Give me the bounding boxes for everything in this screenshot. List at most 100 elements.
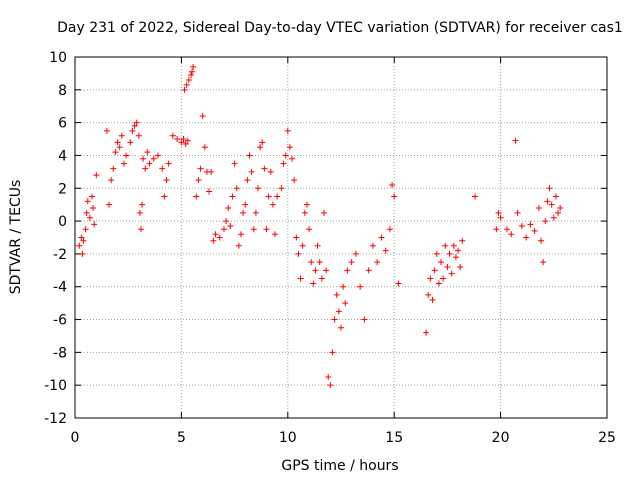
data-point — [518, 223, 525, 230]
data-point — [216, 234, 223, 241]
data-point — [89, 193, 96, 200]
data-point — [197, 165, 204, 172]
data-point — [508, 231, 515, 238]
data-point — [139, 201, 146, 208]
data-point — [312, 267, 319, 274]
data-point — [386, 226, 393, 233]
data-point — [512, 137, 519, 144]
x-tick-label: 20 — [492, 430, 510, 446]
data-point — [472, 193, 479, 200]
data-point — [442, 242, 449, 249]
data-point — [361, 316, 368, 323]
y-tick-label: -10 — [44, 378, 67, 394]
data-point — [127, 139, 134, 146]
data-point — [110, 165, 117, 172]
x-axis-label: GPS time / hours — [281, 458, 398, 474]
data-point — [450, 242, 457, 249]
data-point — [257, 144, 264, 151]
data-point — [282, 152, 289, 159]
data-point — [248, 168, 255, 175]
data-point — [455, 247, 462, 254]
data-point — [544, 198, 551, 205]
data-point — [280, 160, 287, 167]
data-point — [187, 72, 194, 79]
data-point — [144, 149, 151, 156]
y-tick-label: -4 — [53, 280, 67, 296]
data-point — [82, 226, 89, 233]
data-point — [514, 209, 521, 216]
y-tick-label: -2 — [53, 247, 67, 263]
data-point — [431, 267, 438, 274]
data-point — [181, 86, 188, 93]
data-point — [212, 231, 219, 238]
data-point — [308, 259, 315, 266]
data-point — [83, 209, 90, 216]
data-point — [189, 68, 196, 75]
data-point — [108, 177, 115, 184]
data-point — [340, 283, 347, 290]
data-point — [190, 63, 197, 70]
data-point — [289, 155, 296, 162]
data-point — [542, 218, 549, 225]
data-point — [278, 185, 285, 192]
data-point — [552, 193, 559, 200]
data-point — [538, 237, 545, 244]
data-point — [286, 144, 293, 151]
data-point — [246, 152, 253, 159]
data-point — [242, 201, 249, 208]
data-point — [548, 201, 555, 208]
data-point — [299, 242, 306, 249]
y-tick-label: 10 — [49, 50, 67, 66]
data-point — [303, 201, 310, 208]
data-point — [225, 204, 232, 211]
data-point — [497, 214, 504, 221]
chart-title: Day 231 of 2022, Sidereal Day-to-day VTE… — [57, 20, 623, 36]
data-point — [79, 250, 86, 257]
data-point — [133, 119, 140, 126]
y-tick-label: -6 — [53, 313, 67, 329]
data-point — [103, 127, 110, 134]
data-point — [293, 234, 300, 241]
data-point — [90, 204, 97, 211]
data-point — [503, 226, 510, 233]
data-point — [199, 113, 206, 120]
data-point — [159, 165, 166, 172]
data-point — [146, 160, 153, 167]
data-point — [301, 209, 308, 216]
data-point — [310, 280, 317, 287]
x-tick-label: 25 — [598, 430, 616, 446]
data-point — [140, 155, 147, 162]
y-tick-label: 4 — [58, 148, 67, 164]
data-point — [295, 250, 302, 257]
data-point — [250, 226, 257, 233]
data-point — [137, 226, 144, 233]
data-point — [369, 242, 376, 249]
data-point — [231, 160, 238, 167]
data-point — [457, 264, 464, 271]
data-point — [106, 201, 113, 208]
data-point — [220, 226, 227, 233]
data-point — [178, 139, 185, 146]
plot-frame — [74, 56, 608, 419]
data-point — [535, 204, 542, 211]
data-point — [527, 221, 534, 228]
data-point — [291, 177, 298, 184]
data-point — [435, 280, 442, 287]
data-point — [448, 270, 455, 277]
data-point — [233, 185, 240, 192]
data-point — [320, 209, 327, 216]
data-point — [331, 316, 338, 323]
data-point — [80, 237, 87, 244]
data-points — [76, 63, 564, 389]
data-point — [493, 226, 500, 233]
data-point — [342, 300, 349, 307]
data-point — [284, 127, 291, 134]
data-point — [142, 165, 149, 172]
grid-lines — [75, 57, 607, 418]
y-tick-label: 8 — [58, 83, 67, 99]
data-point — [267, 168, 274, 175]
data-point — [91, 221, 98, 228]
data-point — [395, 280, 402, 287]
y-axis-label: SDTVAR / TECUs — [8, 180, 24, 295]
data-point — [365, 267, 372, 274]
